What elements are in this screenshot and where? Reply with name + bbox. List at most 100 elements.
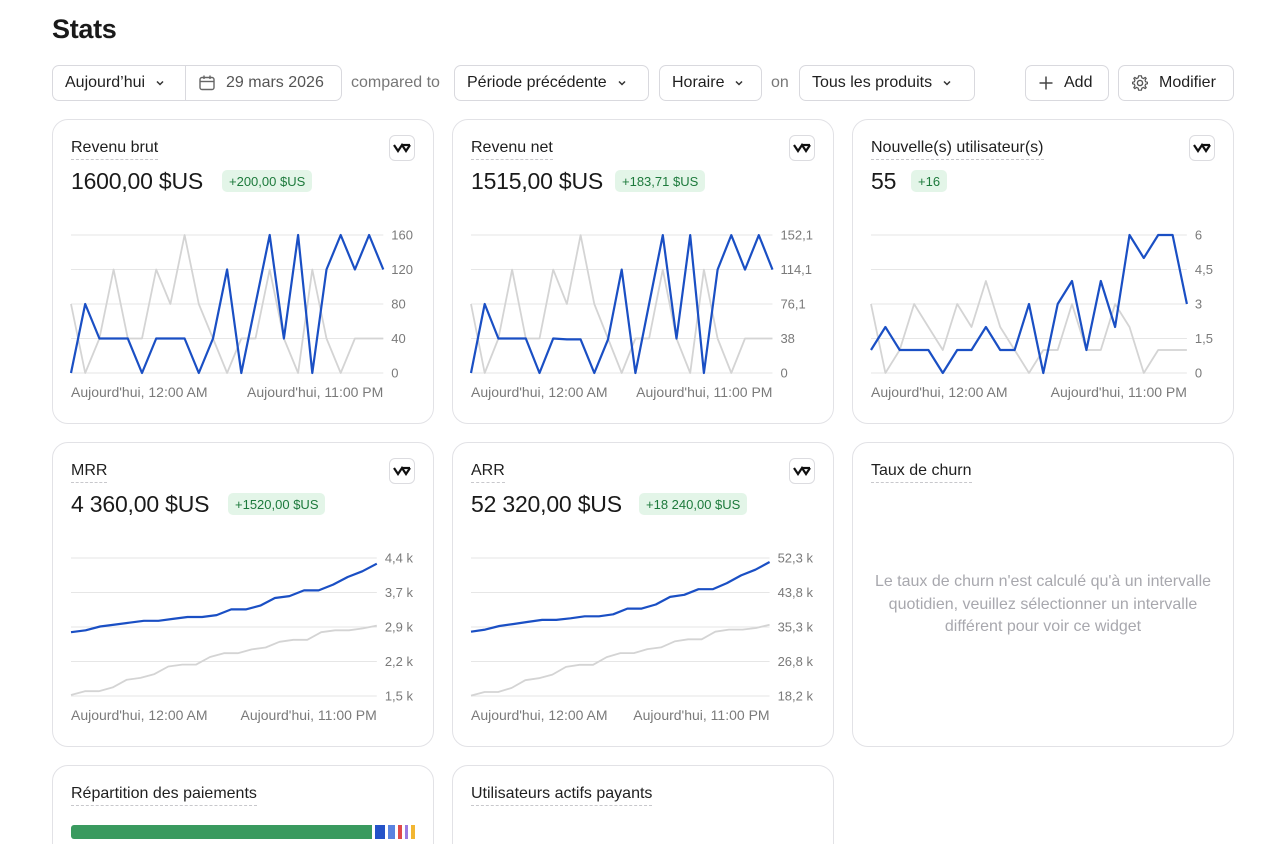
stripe-sigma-icon[interactable]	[789, 458, 815, 484]
compare-dropdown[interactable]: Période précédente	[454, 65, 649, 101]
churn-unavailable-message: Le taux de churn n'est calculé qu'à un i…	[874, 573, 1212, 635]
series-line-previous[interactable]	[70, 234, 384, 374]
series-line-current[interactable]	[870, 233, 1188, 375]
calendar-icon	[199, 75, 215, 91]
edit-label: Modifier	[1159, 74, 1216, 91]
chevron-down-icon	[735, 80, 743, 86]
plus-icon	[1039, 76, 1053, 90]
payment-segment-method-3[interactable]	[388, 825, 396, 839]
payment-segment-method-2[interactable]	[375, 825, 386, 839]
series-line-previous[interactable]	[70, 624, 377, 696]
metric-value: 52 320,00 $US	[471, 491, 622, 517]
card-title[interactable]: Revenu brut	[71, 138, 159, 160]
y-tick-label: 40	[391, 331, 405, 346]
range-label: Aujourd’hui	[65, 74, 146, 91]
y-tick-label: 38	[780, 331, 794, 346]
chevron-down-icon	[943, 80, 951, 86]
payment-breakdown-bar[interactable]	[71, 825, 417, 839]
y-tick-label: 2,9 k	[385, 620, 414, 635]
page-title: Stats	[52, 14, 117, 44]
y-tick-label: 114,1	[780, 262, 812, 277]
delta-badge: +18 240,00 $US	[639, 493, 748, 515]
series-line-current[interactable]	[70, 562, 378, 634]
card-net-revenue[interactable]: Revenu net 1515,00 $US +183,71 $US 152,1…	[452, 119, 834, 424]
delta-badge: +16	[911, 170, 948, 192]
add-button[interactable]: Add	[1025, 65, 1109, 101]
on-text: on	[771, 74, 789, 91]
y-tick-label: 0	[391, 366, 398, 381]
chevron-down-icon	[156, 80, 164, 86]
delta-badge: +200,00 $US	[222, 170, 313, 192]
products-dropdown[interactable]: Tous les produits	[799, 65, 975, 101]
series-line-previous[interactable]	[470, 623, 770, 697]
x-axis-label-end: Aujourd'hui, 11:00 PM	[241, 707, 377, 723]
card-mrr[interactable]: MRR 4 360,00 $US +1520,00 $US 4,4 k 3,7 k…	[52, 442, 434, 747]
x-axis-label-start: Aujourd'hui, 12:00 AM	[871, 384, 1008, 400]
payment-segment-method-5[interactable]	[404, 825, 409, 839]
x-axis-label-end: Aujourd'hui, 11:00 PM	[247, 384, 383, 400]
series-line-previous[interactable]	[470, 234, 773, 374]
metric-value: 1515,00 $US	[471, 168, 604, 194]
card-title[interactable]: Utilisateurs actifs payants	[471, 784, 653, 806]
stripe-sigma-icon[interactable]	[389, 135, 415, 161]
x-axis-label-end: Aujourd'hui, 11:00 PM	[1051, 384, 1187, 400]
card-payment-breakdown[interactable]: Répartition des paiements	[52, 765, 434, 844]
stripe-sigma-icon[interactable]	[389, 458, 415, 484]
line-chart[interactable]: 6 4,5 3 1,5 0 Aujourd'hui, 12:00 AM Aujourd'hu…	[853, 120, 1235, 425]
delta-badge: +1520,00 $US	[228, 493, 326, 515]
card-title[interactable]: Taux de churn	[871, 461, 972, 483]
card-title[interactable]: Revenu net	[471, 138, 553, 160]
x-axis-label-end: Aujourd'hui, 11:00 PM	[636, 384, 772, 400]
stripe-sigma-icon[interactable]	[1189, 135, 1215, 161]
y-tick-label: 26,8 k	[778, 654, 814, 669]
y-tick-label: 1,5 k	[385, 689, 414, 704]
line-chart[interactable]: 160 120 80 40 0 Aujourd'hui, 12:00 AM Aujourd'…	[53, 120, 435, 425]
series-line-current[interactable]	[69, 233, 385, 375]
payment-segment-method-6[interactable]	[411, 825, 415, 839]
line-chart[interactable]: 152,1 114,1 76,1 38 0 Aujourd'hui, 12:00 AM Au…	[453, 120, 835, 425]
date-picker[interactable]: 29 mars 2026	[186, 65, 342, 101]
y-tick-label: 76,1	[780, 297, 805, 312]
x-axis-label-end: Aujourd'hui, 11:00 PM	[633, 707, 769, 723]
payment-segment-method-4[interactable]	[398, 825, 402, 839]
series-line-current[interactable]	[470, 561, 771, 633]
card-arr[interactable]: ARR 52 320,00 $US +18 240,00 $US 52,3 k 4…	[452, 442, 834, 747]
y-tick-label: 80	[391, 297, 405, 312]
card-gross-revenue[interactable]: Revenu brut 1600,00 $US +200,00 $US 160 1…	[52, 119, 434, 424]
line-chart[interactable]: 52,3 k 43,8 k 35,3 k 26,8 k 18,2 k Aujourd'hu…	[453, 443, 835, 748]
y-tick-label: 4,4 k	[385, 551, 414, 566]
card-title[interactable]: ARR	[471, 461, 505, 483]
card-title[interactable]: Nouvelle(s) utilisateur(s)	[871, 138, 1044, 160]
delta-badge: +183,71 $US	[615, 170, 706, 192]
stripe-sigma-icon[interactable]	[789, 135, 815, 161]
card-title[interactable]: MRR	[71, 461, 108, 483]
line-chart[interactable]: 4,4 k 3,7 k 2,9 k 2,2 k 1,5 k Aujourd'hui, 12…	[53, 443, 435, 748]
y-tick-label: 3	[1195, 297, 1202, 312]
series-line-current[interactable]	[469, 233, 774, 375]
card-churn-rate[interactable]: Taux de churn Le taux de churn n'est cal…	[852, 442, 1234, 747]
chevron-down-icon	[618, 80, 626, 86]
card-active-paying-users[interactable]: Utilisateurs actifs payants	[452, 765, 834, 844]
range-dropdown[interactable]: Aujourd’hui	[52, 65, 186, 101]
x-axis-label-start: Aujourd'hui, 12:00 AM	[471, 707, 608, 723]
y-tick-label: 35,3 k	[778, 620, 814, 635]
y-tick-label: 18,2 k	[778, 689, 814, 704]
series-line-previous[interactable]	[870, 280, 1187, 374]
x-axis-label-start: Aujourd'hui, 12:00 AM	[71, 384, 208, 400]
date-label: 29 mars 2026	[226, 74, 324, 91]
compare-label: Période précédente	[467, 74, 607, 91]
y-tick-label: 120	[391, 262, 413, 277]
y-tick-label: 0	[780, 366, 787, 381]
y-tick-label: 43,8 k	[778, 585, 814, 600]
add-label: Add	[1064, 74, 1093, 91]
card-title[interactable]: Répartition des paiements	[71, 784, 257, 806]
interval-label: Horaire	[672, 74, 725, 91]
interval-dropdown[interactable]: Horaire	[659, 65, 762, 101]
y-tick-label: 6	[1195, 228, 1202, 243]
y-tick-label: 152,1	[780, 228, 813, 243]
edit-button[interactable]: Modifier	[1118, 65, 1234, 101]
compared-to-text: compared to	[351, 74, 440, 91]
payment-segment-card[interactable]	[71, 825, 373, 839]
products-label: Tous les produits	[812, 74, 933, 91]
card-new-users[interactable]: Nouvelle(s) utilisateur(s) 55 +16 6 4,5 3 1…	[852, 119, 1234, 424]
